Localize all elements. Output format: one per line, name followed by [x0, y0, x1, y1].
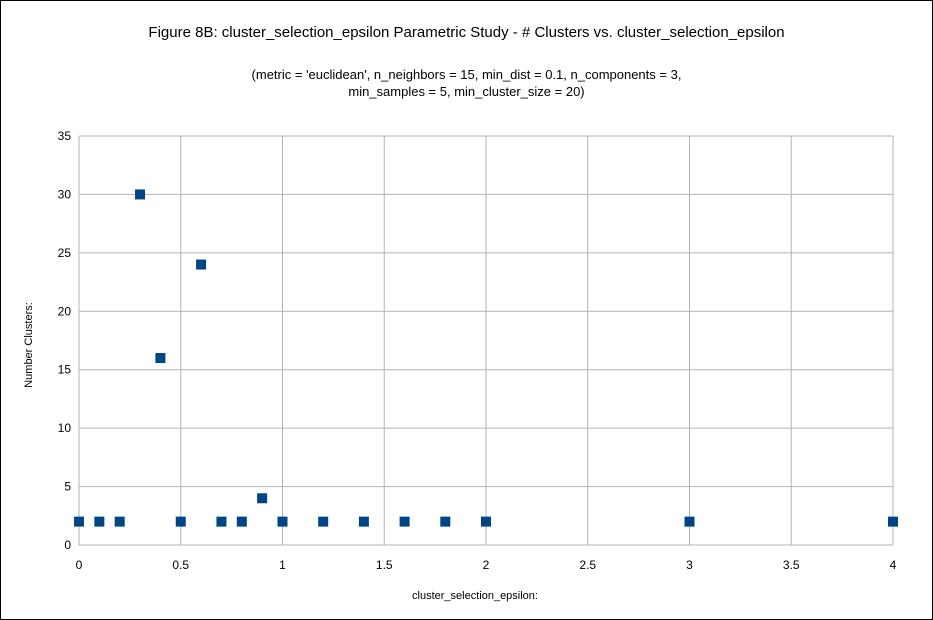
chart-subtitle: (metric = 'euclidean', n_neighbors = 15,… — [1, 66, 932, 100]
y-tick-label: 0 — [64, 538, 71, 552]
x-tick-label: 4 — [890, 558, 897, 572]
y-tick-label: 35 — [58, 129, 72, 143]
data-point — [318, 516, 329, 527]
data-point — [358, 516, 369, 527]
data-point — [216, 516, 227, 527]
x-tick-label: 2 — [483, 558, 490, 572]
data-points — [74, 189, 898, 527]
x-tick-label: 1.5 — [376, 558, 393, 572]
y-tick-label: 15 — [58, 363, 72, 377]
y-axis-title: Number Clusters: — [23, 302, 35, 388]
y-tick-label: 25 — [58, 246, 72, 260]
y-tick-label: 30 — [58, 187, 72, 201]
data-point — [236, 516, 247, 527]
y-tick-label: 10 — [58, 421, 72, 435]
data-point — [277, 516, 288, 527]
data-point — [196, 259, 207, 270]
data-point — [257, 493, 268, 504]
data-point — [155, 353, 166, 364]
x-tick-label: 0.5 — [172, 558, 189, 572]
data-point — [481, 516, 491, 527]
data-point — [684, 516, 695, 527]
data-point — [114, 516, 125, 527]
chart-subtitle-line-2: min_samples = 5, min_cluster_size = 20) — [348, 84, 585, 99]
data-point — [175, 516, 186, 527]
y-tick-label: 5 — [64, 480, 71, 494]
x-tick-label: 3.5 — [783, 558, 800, 572]
data-point — [399, 516, 410, 527]
data-point — [94, 516, 105, 527]
x-tick-label: 2.5 — [579, 558, 596, 572]
data-point — [440, 516, 451, 527]
chart-subtitle-line-1: (metric = 'euclidean', n_neighbors = 15,… — [251, 67, 682, 82]
x-tick-label: 1 — [279, 558, 286, 572]
x-axis-title: cluster_selection_epsilon: — [412, 590, 538, 602]
data-point — [74, 516, 84, 527]
data-point — [135, 189, 146, 200]
chart-title: Figure 8B: cluster_selection_epsilon Par… — [148, 24, 785, 41]
x-tick-label: 0 — [76, 558, 83, 572]
y-tick-label: 20 — [58, 304, 72, 318]
x-tick-label: 3 — [686, 558, 693, 572]
tick-labels: 0 5 10 15 20 25 30 35 0 0.5 1 1.5 2 2.5 3 3.5 4 — [58, 129, 897, 572]
data-point — [888, 516, 898, 527]
grid-lines — [78, 135, 894, 546]
